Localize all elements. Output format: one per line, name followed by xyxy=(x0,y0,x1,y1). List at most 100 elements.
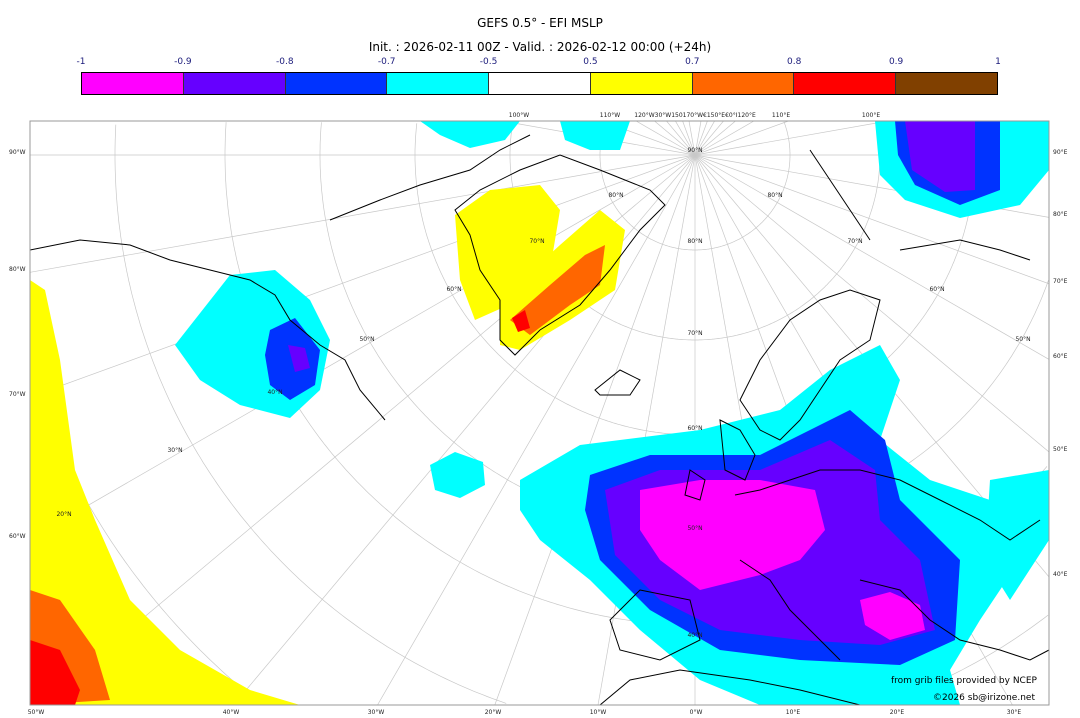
right-axis-label: 90°E xyxy=(1053,149,1068,156)
map-frame xyxy=(29,120,1050,706)
left-axis-label: 80°W xyxy=(9,266,26,273)
colorbar-tick: 0.9 xyxy=(888,57,904,67)
colorbar-swatch xyxy=(285,73,388,94)
meridian-line xyxy=(654,121,696,156)
left-axis-label: 90°W xyxy=(9,149,26,156)
bottom-axis-label: 20°W xyxy=(485,709,502,716)
colorbar-tick: -1 xyxy=(76,57,86,67)
efi-field xyxy=(30,121,1049,705)
colorbar-swatch xyxy=(489,73,591,94)
coastlines xyxy=(30,134,1049,705)
meridian-line xyxy=(597,154,696,705)
colorbar-tick: -0.5 xyxy=(479,57,498,67)
colorbar-swatch xyxy=(387,73,490,94)
colorbar-tick: 0.5 xyxy=(583,57,598,67)
meridian-line xyxy=(377,154,696,705)
colorbar-tick: -0.7 xyxy=(377,57,396,67)
right-axis-label: 60°E xyxy=(1053,353,1068,360)
latitude-label: 70°N xyxy=(529,238,544,245)
data-source-credit: from grib files provided by NCEP xyxy=(891,676,1037,686)
right-axis-label: 40°E xyxy=(1053,571,1068,578)
meridian-line xyxy=(694,121,708,156)
colorbar-tick: 1 xyxy=(995,57,1001,67)
latitude-line xyxy=(599,121,695,251)
latitude-label: 60°N xyxy=(929,286,944,293)
bottom-axis-label: 40°W xyxy=(223,709,240,716)
latitude-label: 80°N xyxy=(687,238,702,245)
left-axis-label: 60°W xyxy=(9,533,26,540)
top-axis-label: 100°W xyxy=(509,112,529,119)
meridian-line xyxy=(694,154,1049,453)
latitude-label: 60°N xyxy=(446,286,461,293)
meridian-line xyxy=(688,121,696,156)
latitude-label: 90°N xyxy=(687,147,702,154)
meridian-line xyxy=(694,154,1049,360)
bottom-axis-label: 20°E xyxy=(890,709,905,716)
bottom-axis-label: 0°W xyxy=(690,709,703,716)
meridian-line xyxy=(30,154,696,273)
colorbar-swatch xyxy=(896,73,998,94)
top-axis-label: 110°E xyxy=(772,112,790,119)
copyright-credit: ©2026 sb@irizone.net xyxy=(933,693,1035,703)
colorbar-tick: -0.8 xyxy=(275,57,294,67)
latitude-label: 30°N xyxy=(167,447,182,454)
colorbar-tick: 0.7 xyxy=(685,57,700,67)
latitude-label: 70°N xyxy=(687,330,702,337)
colorbar-swatch xyxy=(794,73,897,94)
latitude-label: 50°N xyxy=(687,525,702,532)
meridian-line xyxy=(694,121,888,156)
latitude-line xyxy=(695,121,791,251)
colorbar-swatch xyxy=(590,73,693,94)
bottom-axis-label: 10°W xyxy=(590,709,607,716)
top-axis-label: 100°E xyxy=(862,112,880,119)
colorbar-tick: 0.8 xyxy=(787,57,802,67)
meridian-line xyxy=(694,154,1049,285)
latitude-label: 20°N xyxy=(56,511,71,518)
colorbar-swatch xyxy=(82,73,184,94)
colorbar-swatch xyxy=(692,73,795,94)
meridian-line xyxy=(694,121,755,156)
meridian-line xyxy=(694,121,715,156)
bottom-axis-label: 30°E xyxy=(1007,709,1022,716)
latitude-line xyxy=(414,123,695,436)
grid-labels: 90°N 80°N 70°N 60°N 50°N 40°N 30°N 20°N 40°N 50°N… xyxy=(56,147,1030,639)
latitude-label: 50°N xyxy=(1015,336,1030,343)
top-axis-label: 110°W xyxy=(600,112,620,119)
meridian-line xyxy=(682,121,696,156)
right-axis-label: 50°E xyxy=(1053,446,1068,453)
latitude-line xyxy=(224,122,695,626)
latitude-label: 80°N xyxy=(767,192,782,199)
bottom-axis-label: 30°W xyxy=(368,709,385,716)
meridian-line xyxy=(694,121,789,156)
latitude-label: 80°N xyxy=(608,192,623,199)
meridian-line xyxy=(675,121,696,156)
latitude-label: 70°N xyxy=(847,238,862,245)
top-axis-label: 120°W30°W150170°W€150°E€0°I120°E xyxy=(634,112,756,119)
right-axis-label: 80°E xyxy=(1053,211,1068,218)
map-subtitle: Init. : 2026-02-11 00Z - Valid. : 2026-0… xyxy=(368,40,712,54)
latitude-line xyxy=(114,124,507,704)
meridian-line xyxy=(666,121,696,156)
latitude-label: 60°N xyxy=(687,425,702,432)
meridian-line xyxy=(635,121,696,156)
latitude-line xyxy=(695,121,881,341)
right-axis-label: 70°E xyxy=(1053,278,1068,285)
colorbar xyxy=(81,72,998,95)
bottom-axis-label: 50°W xyxy=(28,709,45,716)
map-title: GEFS 0.5° - EFI MSLP xyxy=(477,16,603,30)
left-axis-label: 70°W xyxy=(9,391,26,398)
bottom-axis-label: 10°E xyxy=(786,709,801,716)
meridian-line xyxy=(694,121,702,156)
colorbar-tick: -0.9 xyxy=(174,57,192,67)
latitude-label: 40°N xyxy=(687,632,702,639)
colorbar-swatch xyxy=(183,73,286,94)
latitude-label: 40°N xyxy=(267,389,282,396)
latitude-label: 50°N xyxy=(359,336,374,343)
meridian-line xyxy=(30,154,696,398)
meridian-line xyxy=(30,154,696,540)
axis-labels: 90°W 80°W 70°W 60°W 90°E 80°E 70°E 60°E 50°E 40°E… xyxy=(9,112,1068,716)
meridian-line xyxy=(694,121,724,156)
meridian-line xyxy=(494,154,696,705)
meridian-line xyxy=(694,121,736,156)
